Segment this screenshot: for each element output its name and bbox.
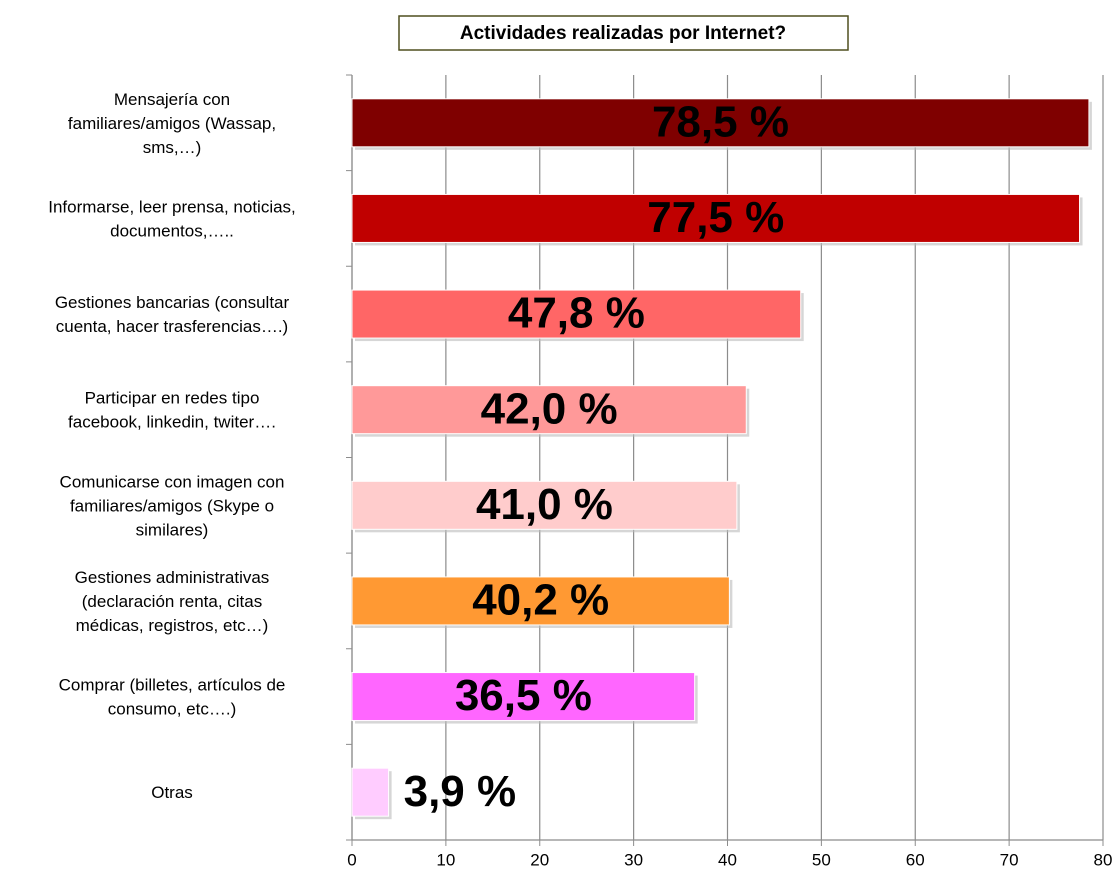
bar [351,480,738,530]
value-label: 40,2 % [472,576,609,625]
x-tick-label: 70 [1000,850,1019,869]
chart-title: Actividades realizadas por Internet? [460,23,786,44]
x-tick-label: 40 [718,850,737,869]
y-tick-label: Mensajería con familiares/amigos (Wassap,… [68,90,276,157]
value-label: 77,5 % [647,193,784,242]
x-tick-label: 20 [530,850,549,869]
x-tick-label: 30 [624,850,643,869]
value-label: 78,5 % [652,97,789,146]
bar [351,767,390,817]
value-label: 36,5 % [455,671,592,720]
bar [351,576,730,626]
x-tick-label: 60 [906,850,925,869]
y-tick-label: Gestiones administrativas (declaración re… [75,568,270,635]
value-label: 42,0 % [481,384,618,433]
bar [351,672,696,722]
bar [351,289,802,339]
x-tick-label: 80 [1094,850,1113,869]
bar [351,98,1090,148]
value-label: 41,0 % [476,480,613,529]
x-tick-label: 50 [812,850,831,869]
y-tick-label: Comunicarse con imagen con familiares/ami… [60,473,285,540]
y-tick-label: Comprar (billetes, artículos de consumo, … [59,676,286,719]
bar [351,193,1081,243]
value-label: 3,9 % [404,767,517,816]
y-tick-label: Participar en redes tipo facebook, linked… [68,389,276,432]
y-tick-label: Otras [151,784,193,803]
bar [351,385,747,435]
x-tick-label: 0 [347,850,356,869]
y-tick-label: Informarse, leer prensa, noticias, docume… [48,198,296,241]
value-label: 47,8 % [508,289,645,338]
y-tick-label: Gestiones bancarias (consultar cuenta, ha… [55,294,290,337]
x-tick-label: 10 [436,850,455,869]
title-box [398,15,849,51]
